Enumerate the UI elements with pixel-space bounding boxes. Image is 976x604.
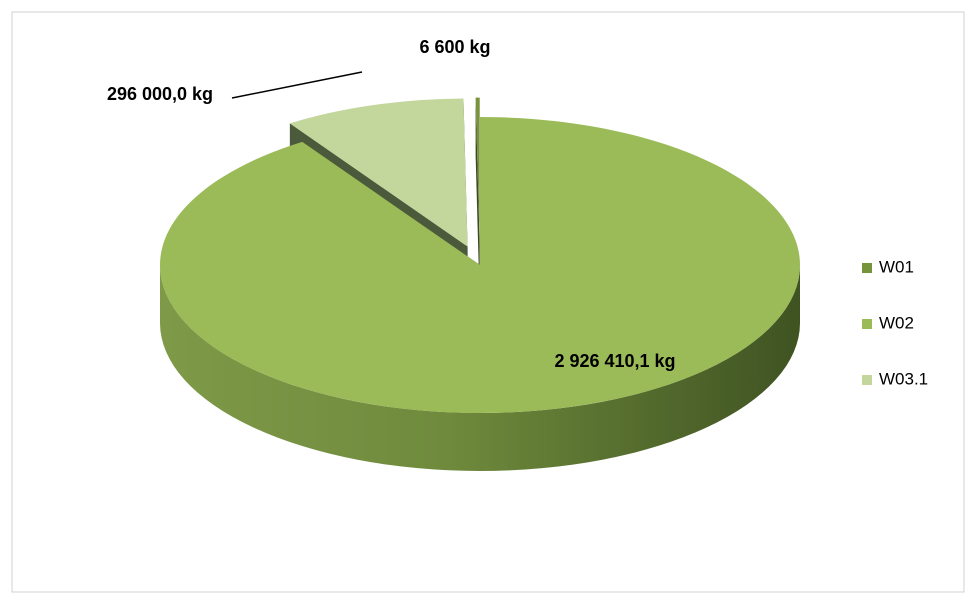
legend-label: W02 [879,313,914,332]
slice [289,98,468,247]
data-label: 6 600 kg [419,37,490,57]
slice-side [160,265,800,471]
legend-swatch [862,319,872,329]
legend-label: W03.1 [879,369,928,388]
leader-line [231,71,363,99]
slice [160,117,800,413]
slice-wall [475,97,480,304]
legend-swatch [862,263,872,273]
legend-label: W01 [879,257,914,276]
legend-swatch [862,375,872,385]
data-label: 2 926 410,1 kg [554,351,675,371]
data-label: 296 000,0 kg [107,84,213,104]
slice [475,97,480,246]
